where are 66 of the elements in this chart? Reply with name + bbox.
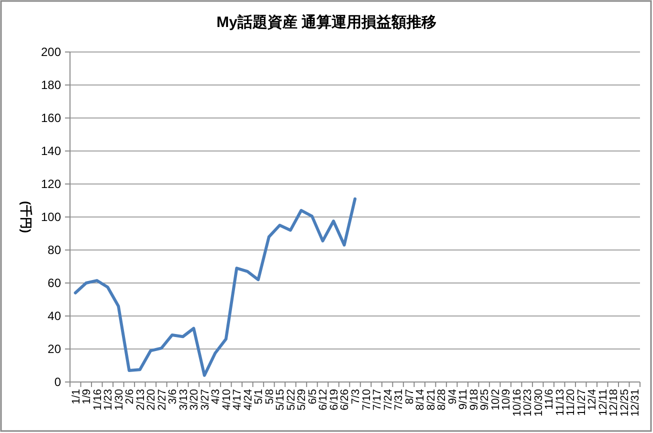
x-tick-label: 3/6 <box>167 389 180 404</box>
x-tick-label: 2/13 <box>134 389 147 410</box>
x-tick-label: 6/5 <box>306 389 319 404</box>
x-tick-label: 12/4 <box>586 389 599 410</box>
x-tick-label: 9/4 <box>446 389 459 404</box>
y-tick-label: 0 <box>54 375 62 389</box>
x-tick-label: 6/26 <box>339 389 352 410</box>
x-tick-label: 1/1 <box>70 389 82 404</box>
x-tick-label: 4/3 <box>210 389 222 404</box>
y-tick-label: 180 <box>40 78 62 92</box>
x-tick-label: 8/14 <box>414 389 427 410</box>
x-tick-label: 10/9 <box>500 389 513 410</box>
x-tick-label: 10/2 <box>490 389 502 410</box>
x-tick-label: 5/29 <box>296 389 308 410</box>
x-tick-label: 10/16 <box>511 389 524 417</box>
x-tick-label: 1/9 <box>81 389 94 404</box>
x-tick-label: 9/25 <box>479 389 492 410</box>
x-tick-label: 3/27 <box>199 389 212 410</box>
x-tick-label: 5/15 <box>274 389 287 410</box>
y-tick-label: 100 <box>40 210 62 224</box>
x-tick-label: 1/30 <box>113 389 126 410</box>
x-tick-label: 7/17 <box>372 389 384 410</box>
x-tick-label: 11/13 <box>554 389 566 416</box>
x-tick-label: 12/18 <box>608 389 620 417</box>
chart-title: My話題資産 通算運用損益額推移 <box>216 13 437 31</box>
y-tick-label: 160 <box>40 111 62 125</box>
x-tick-label: 7/24 <box>382 389 394 410</box>
x-tick-label: 5/1 <box>253 389 266 404</box>
x-tick-label: 4/24 <box>242 389 254 410</box>
y-axis-title: (千円) <box>19 201 33 233</box>
x-tick-label: 3/13 <box>178 389 190 410</box>
x-tick-label: 11/6 <box>544 389 556 410</box>
x-tick-label: 11/20 <box>565 389 578 416</box>
x-tick-label: 2/6 <box>124 389 136 404</box>
x-tick-label: 7/31 <box>393 389 406 410</box>
x-tick-label: 8/21 <box>425 389 438 410</box>
x-tick-label: 9/18 <box>468 389 480 410</box>
x-tick-label: 10/30 <box>532 389 545 417</box>
x-tick-label: 2/27 <box>156 389 168 410</box>
x-tick-label: 12/31 <box>630 389 642 417</box>
y-tick-label: 60 <box>48 276 62 290</box>
x-tick-label: 7/3 <box>350 389 362 404</box>
x-tick-label: 1/23 <box>102 389 115 410</box>
x-tick-label: 12/25 <box>618 389 631 417</box>
x-tick-label: 11/27 <box>576 389 588 416</box>
x-tick-label: 5/8 <box>264 389 276 404</box>
x-tick-label: 4/17 <box>232 389 244 410</box>
y-tick-label: 120 <box>40 177 62 191</box>
x-tick-label: 1/16 <box>92 389 104 410</box>
x-tick-label: 3/20 <box>188 389 201 410</box>
x-tick-label: 5/22 <box>285 389 298 410</box>
x-tick-label: 2/20 <box>146 389 158 410</box>
x-tick-label: 6/12 <box>318 389 330 410</box>
x-tick-label: 12/11 <box>597 389 610 416</box>
x-tick-label: 4/10 <box>220 389 233 410</box>
x-tick-label: 7/10 <box>360 389 373 410</box>
x-tick-label: 10/23 <box>522 389 534 417</box>
x-tick-label: 6/19 <box>328 389 340 410</box>
y-tick-label: 20 <box>48 342 62 356</box>
y-tick-label: 40 <box>48 309 62 323</box>
y-tick-label: 80 <box>48 243 62 257</box>
y-tick-label: 140 <box>40 144 62 158</box>
x-tick-label: 8/28 <box>436 389 448 410</box>
x-tick-label: 8/7 <box>404 389 416 404</box>
y-tick-label: 200 <box>40 45 62 59</box>
x-tick-label: 9/11 <box>458 389 470 410</box>
